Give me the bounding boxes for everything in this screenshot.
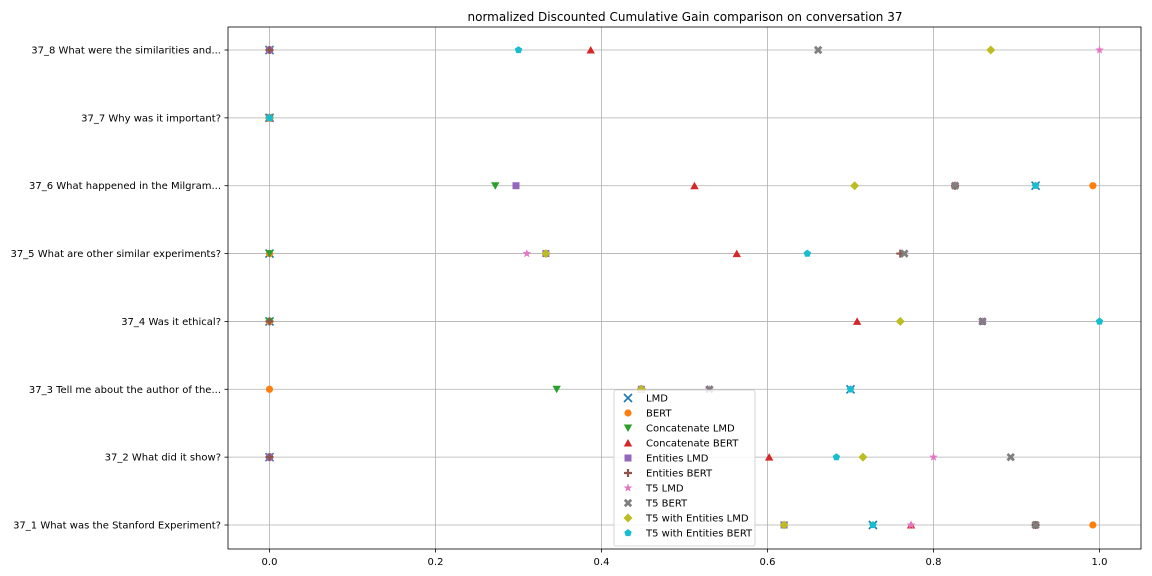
data-point [858, 452, 868, 462]
legend-marker [624, 454, 632, 462]
legend-marker [624, 409, 632, 417]
data-point [265, 317, 274, 326]
data-point [522, 249, 532, 258]
legend-label: Concatenate LMD [646, 424, 735, 435]
data-point [514, 46, 523, 54]
data-point [764, 453, 774, 461]
x-tick-label: 1.0 [1092, 557, 1108, 568]
data-point [1031, 520, 1040, 530]
data-point [929, 452, 938, 461]
x-tick-label: 0.6 [760, 557, 776, 568]
legend-label: T5 with Entities BERT [645, 529, 753, 540]
legend-marker [623, 483, 633, 492]
legend-label: Concatenate BERT [646, 439, 739, 450]
series-t5-with-entities-bert [265, 46, 1104, 529]
data-point [491, 182, 500, 190]
legend-marker [623, 498, 633, 508]
data-point [1089, 182, 1097, 190]
axes: 0.0 0.2 0.4 0.6 0.8 1.0 37_1 What was the Stan… [10, 26, 1142, 568]
data-point [779, 520, 789, 530]
data-point [552, 385, 561, 394]
legend-label: BERT [646, 409, 672, 420]
data-point [1089, 521, 1097, 529]
legend-label: T5 LMD [645, 484, 684, 495]
data-point [906, 520, 916, 529]
data-point [690, 181, 699, 190]
legend-label: Entities BERT [646, 469, 713, 480]
legend-entry: T5 BERT [623, 498, 688, 510]
legend-entry: T5 LMD [623, 483, 684, 495]
data-point [852, 317, 862, 325]
data-point [541, 249, 551, 259]
legend-entry: Concatenate LMD [623, 424, 735, 435]
data-point [846, 385, 855, 393]
y-tick-label: 37_6 What happened in the Milgram... [29, 181, 221, 192]
data-point [850, 181, 860, 191]
data-point [265, 385, 274, 393]
legend-marker [623, 424, 633, 432]
data-point [950, 181, 960, 190]
x-tick-label: 0.2 [428, 557, 444, 568]
legend-entry: LMD [623, 393, 668, 405]
x-tick-label: 0.4 [594, 557, 610, 568]
data-point [978, 317, 987, 326]
legend-entry: Entities BERT [624, 469, 713, 480]
data-point [732, 249, 741, 258]
data-point [1095, 45, 1104, 54]
y-tick-label: 37_5 What are other similar experiments? [10, 249, 221, 260]
data-point [813, 45, 823, 55]
data-point [512, 182, 520, 190]
data-point [986, 45, 996, 55]
legend-marker [623, 393, 633, 403]
y-tick-label: 37_7 Why was it important? [81, 113, 221, 124]
data-point [265, 46, 274, 54]
y-tick-label: 37_4 Was it ethical? [121, 317, 221, 328]
legend-entry: BERT [624, 409, 672, 420]
chart-title: normalized Discounted Cumulative Gain co… [468, 10, 903, 24]
x-tick-label: 0.8 [926, 557, 942, 568]
x-tick-label: 0.0 [262, 557, 278, 568]
data-points [264, 45, 1104, 530]
data-point [265, 113, 274, 122]
y-tick-label: 37_8 What were the similarities and... [31, 46, 221, 57]
data-point [895, 316, 905, 326]
data-point [1095, 317, 1104, 325]
legend-label: LMD [646, 394, 668, 405]
data-point [265, 453, 274, 462]
legend-marker [623, 513, 633, 523]
data-point [832, 453, 841, 461]
y-tick-label: 37_2 What did it show? [105, 453, 221, 464]
legend-marker [624, 529, 632, 537]
data-point [265, 250, 274, 258]
data-point [1031, 181, 1040, 189]
series-t5-bert [265, 45, 1040, 530]
data-point [869, 521, 877, 529]
data-point [803, 249, 812, 257]
data-point [900, 249, 909, 258]
legend-box [613, 389, 756, 547]
plot-frame [227, 26, 1142, 550]
legend-label: T5 with Entities LMD [645, 514, 749, 525]
legend-marker [624, 469, 632, 477]
legend-entry: T5 with Entities LMD [623, 513, 749, 525]
legend-entry: Entities LMD [624, 454, 709, 465]
legend-entry: Concatenate BERT [623, 439, 739, 450]
legend-label: T5 BERT [645, 499, 688, 510]
legend-marker [623, 439, 633, 447]
legend-label: Entities LMD [646, 454, 709, 465]
data-point [586, 46, 595, 54]
legend-entry: T5 with Entities BERT [624, 529, 753, 540]
data-point [1006, 452, 1015, 462]
y-tick-label: 37_3 Tell me about the author of the... [29, 385, 221, 396]
legend: LMD BERT Concatenate LMD Concatenate BERT En… [613, 389, 756, 547]
y-tick-label: 37_1 What was the Stanford Experiment? [13, 521, 221, 532]
